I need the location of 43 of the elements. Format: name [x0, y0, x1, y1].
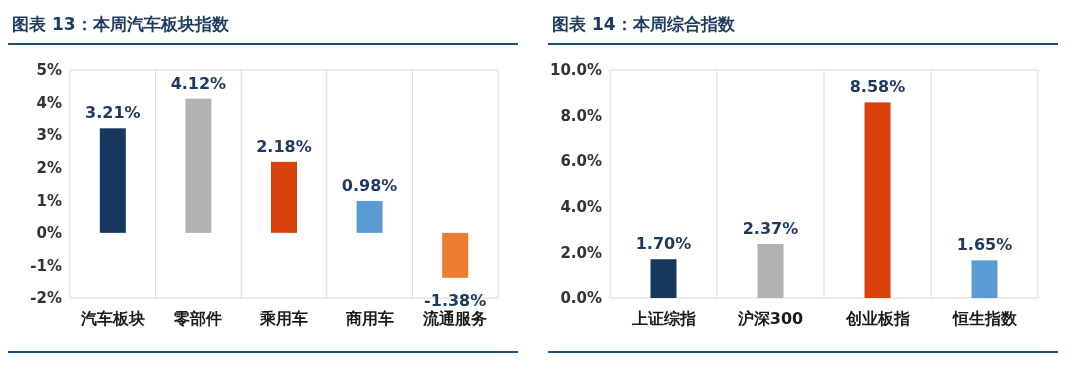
bar [650, 259, 677, 298]
x-tick-label: 商用车 [344, 309, 394, 328]
y-tick-label: -1% [30, 256, 62, 275]
chart-title: 图表 13：本周汽车板块指数 [12, 14, 230, 34]
y-tick-label: 1% [36, 191, 62, 210]
x-tick-label: 上证综指 [630, 309, 696, 328]
y-tick-label: -2% [30, 289, 62, 308]
bar [356, 200, 383, 233]
y-tick-label: 0.0% [560, 289, 602, 308]
y-tick-label: 6.0% [560, 152, 602, 171]
data-label: -1.38% [424, 290, 487, 310]
y-tick-label: 2.0% [560, 243, 602, 262]
y-tick-label: 4% [36, 93, 62, 112]
x-tick-label: 汽车板块 [79, 309, 145, 328]
bar [271, 161, 297, 233]
y-tick-label: 0% [36, 224, 62, 243]
data-label: 2.18% [256, 136, 312, 156]
data-label: 3.21% [85, 103, 141, 123]
x-tick-label: 乘用车 [259, 309, 308, 328]
bar [971, 260, 998, 298]
bar [757, 243, 784, 298]
y-tick-label: 3% [36, 126, 62, 145]
y-tick-label: 4.0% [560, 198, 602, 217]
x-tick-label: 创业板指 [844, 309, 910, 328]
y-tick-label: 10.0% [549, 61, 602, 80]
y-tick-label: 5% [36, 61, 62, 80]
data-label: 8.58% [849, 77, 906, 97]
data-label: 0.98% [341, 175, 398, 195]
bar [442, 232, 469, 278]
data-label: 1.65% [956, 235, 1013, 255]
data-label: 1.70% [635, 234, 692, 254]
bar [99, 128, 126, 233]
x-tick-label: 零部件 [173, 309, 223, 328]
bar [185, 98, 212, 233]
x-tick-label: 沪深300 [736, 309, 804, 328]
data-label: 2.37% [742, 218, 799, 238]
y-tick-label: 8.0% [560, 106, 602, 125]
bar [864, 102, 891, 298]
y-tick-label: 2% [36, 158, 62, 177]
chart-title: 图表 14：本周综合指数 [552, 14, 736, 34]
x-tick-label: 恒生指数 [951, 309, 1018, 328]
data-label: 4.12% [170, 73, 227, 93]
x-tick-label: 流通服务 [422, 309, 488, 328]
